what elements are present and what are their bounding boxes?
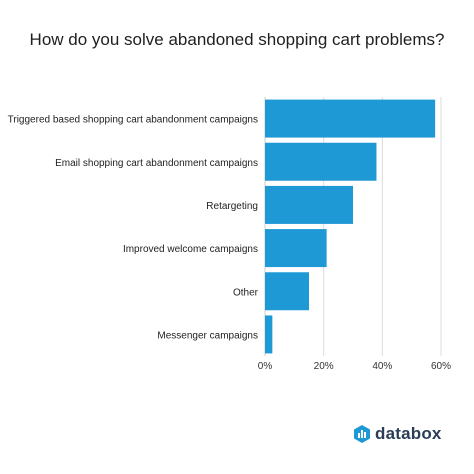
x-tick-label: 0% <box>258 361 273 372</box>
bars <box>265 99 436 354</box>
x-tick-label: 60% <box>431 361 451 372</box>
bar <box>265 272 309 311</box>
category-label: Retargeting <box>206 201 258 212</box>
category-labels: Triggered based shopping cart abandonmen… <box>8 115 259 342</box>
bar <box>265 99 436 138</box>
brand-logo: databox <box>354 424 442 444</box>
category-label: Email shopping cart abandonment campaign… <box>55 158 258 169</box>
x-axis-ticks: 0% 20% 40% 60% <box>258 361 451 372</box>
category-label: Other <box>233 287 259 298</box>
brand-name: databox <box>375 424 442 443</box>
x-tick-label: 20% <box>314 361 334 372</box>
category-label: Triggered based shopping cart abandonmen… <box>8 115 258 126</box>
category-label: Messenger campaigns <box>157 330 258 341</box>
chart-title: How do you solve abandoned shopping cart… <box>29 30 445 49</box>
category-label: Improved welcome campaigns <box>123 244 258 255</box>
x-tick-label: 40% <box>372 361 392 372</box>
databox-logo-icon <box>354 425 370 443</box>
bar <box>265 315 273 354</box>
bar <box>265 229 327 268</box>
bar <box>265 185 353 224</box>
grid-lines <box>264 97 442 356</box>
bar <box>265 142 377 181</box>
